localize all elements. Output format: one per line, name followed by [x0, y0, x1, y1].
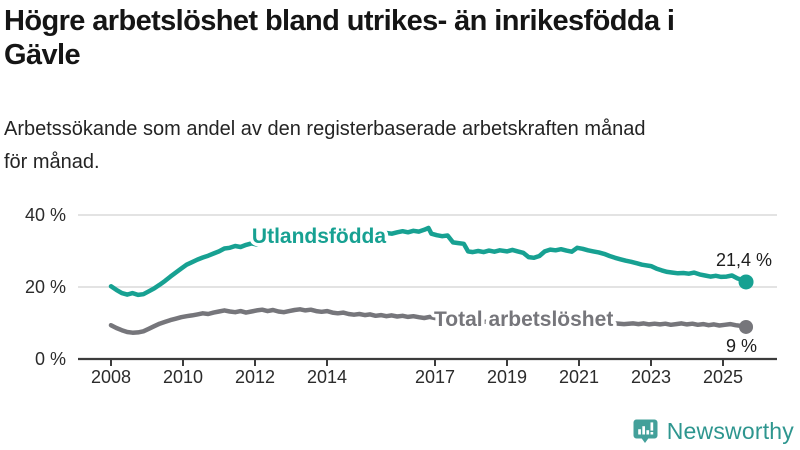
line-chart: 2008 2010 2012 2014 2017 2019 2021 2023 2025 0 % 2… [25, 205, 777, 387]
series-end-dot-total-arbetsl-shet [739, 319, 754, 334]
speech-bubble-shape [633, 419, 658, 443]
series-line-utlandsf-dda [108, 225, 749, 298]
y-tick-label-40: 40 % [25, 205, 66, 225]
chart-subtitle: Arbetssökande som andel av den registerb… [4, 118, 646, 173]
y-tick-label-0: 0 % [35, 349, 66, 369]
exclamation-stem [650, 422, 653, 431]
x-tick-label-2014: 2014 [307, 367, 347, 387]
series-line-total-arbetsl-shet [108, 307, 749, 335]
bar-1 [637, 429, 641, 435]
x-tick-label-2019: 2019 [487, 367, 527, 387]
newsworthy-logo: Newsworthy [632, 418, 794, 445]
x-tick-label-2017: 2017 [415, 367, 455, 387]
y-tick-label-20: 20 % [25, 277, 66, 297]
chart-title: Högre arbetslöshet bland utrikes- än inr… [4, 5, 675, 71]
bar-3 [646, 430, 649, 435]
x-tick-label-2008: 2008 [91, 367, 131, 387]
brand-name: Newsworthy [666, 418, 794, 444]
bar-2 [642, 426, 645, 435]
newsworthy-barchart-bubble-icon [633, 419, 658, 443]
x-tick-label-2012: 2012 [235, 367, 275, 387]
x-tick-label-2023: 2023 [631, 367, 671, 387]
series-label-total-arbetsl-shet: Total arbetslöshet [434, 308, 613, 331]
series-label-utlandsf-dda: Utlandsfödda [252, 225, 386, 248]
series-end-value-utlandsf-dda: 21,4 % [716, 250, 772, 270]
x-tick-label-2025: 2025 [703, 367, 743, 387]
series-end-dot-utlandsf-dda [738, 274, 754, 290]
series-end-value-total-arbetsl-shet: 9 % [726, 336, 757, 356]
x-tick-label-2010: 2010 [163, 367, 203, 387]
x-tick-label-2021: 2021 [559, 367, 599, 387]
exclamation-dot [650, 432, 653, 435]
